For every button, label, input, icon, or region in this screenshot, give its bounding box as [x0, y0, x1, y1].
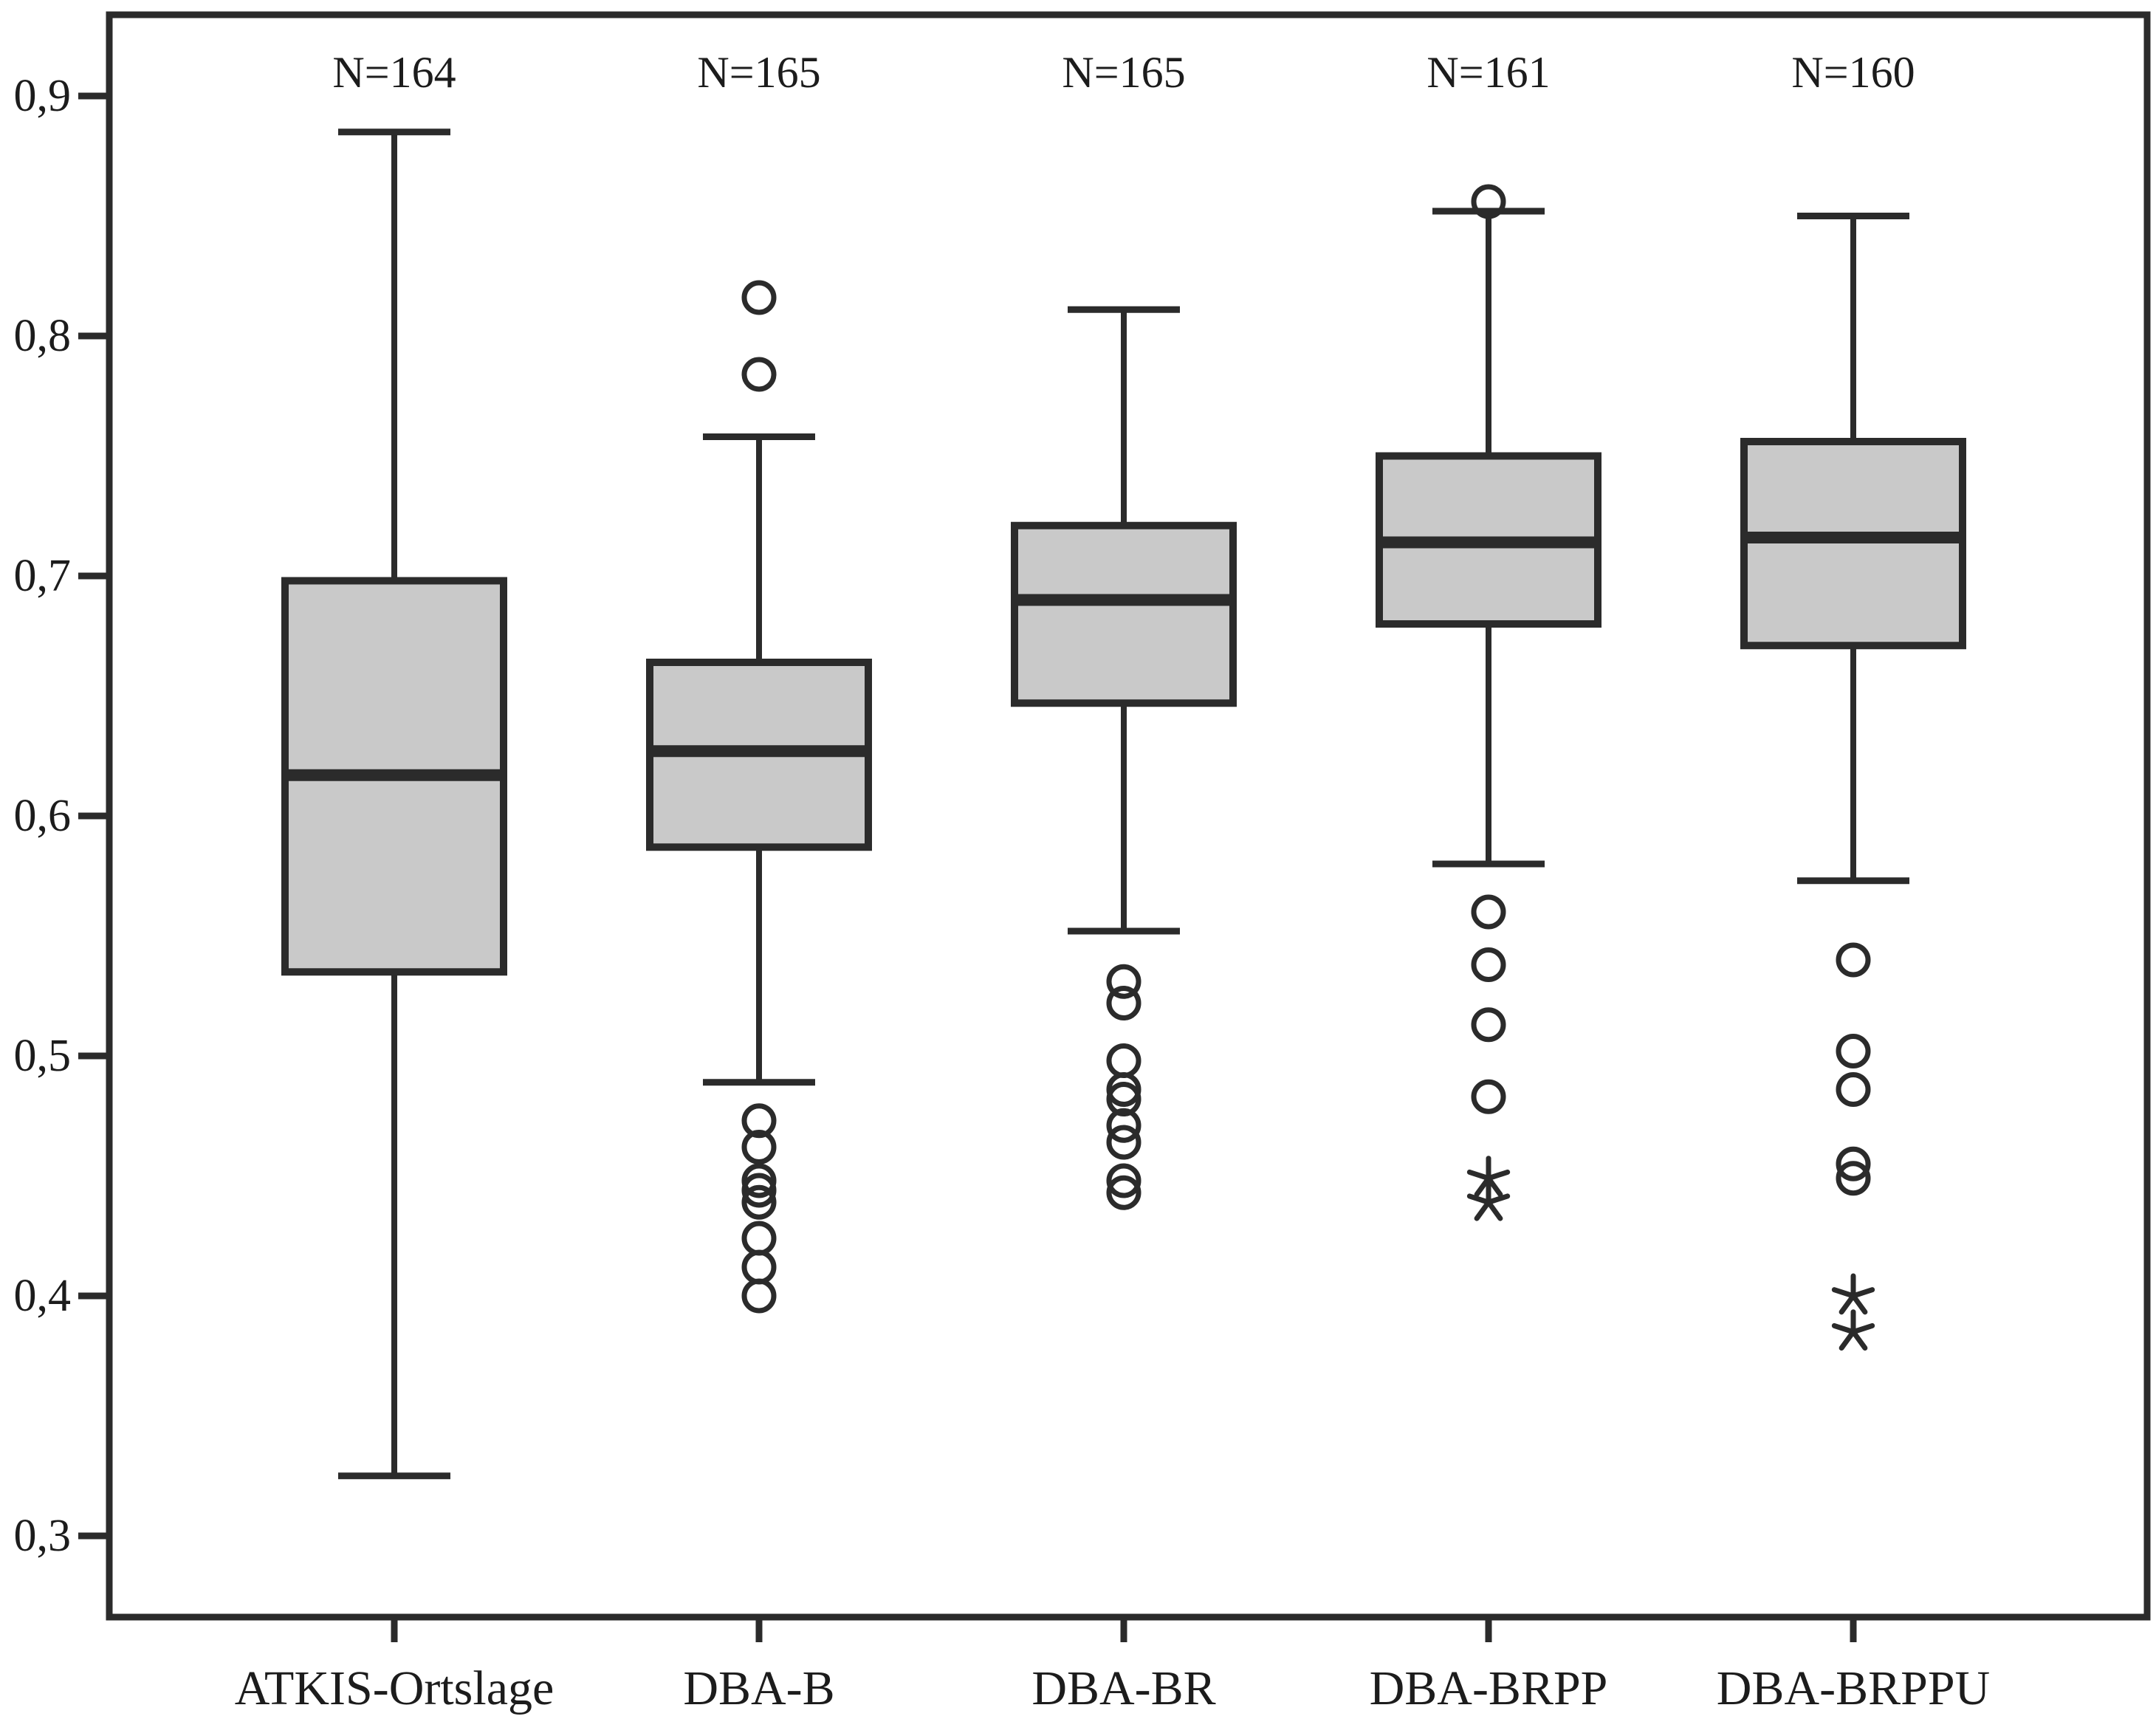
outlier-circle	[741, 1184, 777, 1220]
y-tick-label: 0,6	[14, 791, 72, 841]
outlier-circle	[1106, 1082, 1141, 1116]
outlier-circle	[1106, 1072, 1141, 1107]
category-label: DBA-BR	[1031, 1661, 1215, 1715]
outlier-circle	[1106, 1108, 1141, 1143]
extreme-asterisk	[1831, 1273, 1875, 1315]
outlier-circle	[1106, 1175, 1141, 1210]
outlier-circle	[741, 1163, 777, 1198]
outlier-circle	[1471, 894, 1506, 930]
outlier-circle	[741, 1103, 777, 1139]
extreme-asterisk	[1831, 1309, 1875, 1351]
outlier-circle	[741, 357, 777, 392]
outlier-circle	[1836, 1034, 1871, 1068]
y-tick-label: 0,4	[14, 1271, 72, 1321]
outlier-circle	[1836, 1072, 1871, 1107]
n-count-label: N=164	[332, 48, 456, 97]
outlier-circle	[1471, 1007, 1506, 1043]
category-label: DBA-BRPP	[1370, 1661, 1608, 1715]
category-label: ATKIS-Ortslage	[235, 1661, 555, 1715]
outlier-circle	[1836, 1161, 1871, 1196]
outlier-circle	[1106, 1043, 1141, 1078]
y-tick-label: 0,7	[14, 551, 72, 601]
outlier-circle	[741, 1130, 777, 1164]
outlier-circle	[741, 1221, 777, 1256]
outlier-circle	[741, 1249, 777, 1285]
y-tick-label: 0,8	[14, 311, 72, 361]
outlier-circle	[741, 280, 777, 315]
iqr-box	[1011, 521, 1237, 707]
category-label: DBA-BRPPU	[1717, 1661, 1990, 1715]
outlier-circle	[1471, 947, 1506, 982]
outlier-circle	[1106, 986, 1141, 1020]
outlier-circle	[1106, 964, 1141, 999]
outlier-circle	[1836, 942, 1871, 978]
iqr-box	[1740, 438, 1966, 650]
category-label: DBA-B	[683, 1661, 834, 1715]
outlier-circle	[1106, 1125, 1141, 1160]
outlier-circle	[741, 1278, 777, 1314]
n-count-label: N=161	[1427, 48, 1550, 97]
n-count-label: N=160	[1791, 48, 1915, 97]
extreme-asterisk	[1466, 1179, 1511, 1221]
outlier-circle	[1471, 1079, 1506, 1114]
outlier-circle	[1471, 184, 1506, 219]
n-count-label: N=165	[697, 48, 820, 97]
y-tick-label: 0,5	[14, 1031, 72, 1081]
n-count-label: N=165	[1062, 48, 1185, 97]
outlier-circle	[741, 1173, 777, 1208]
y-tick-label: 0,3	[14, 1511, 72, 1561]
outlier-circle	[1106, 1163, 1141, 1198]
y-tick-label: 0,9	[14, 71, 72, 121]
outlier-circle	[1836, 1146, 1871, 1181]
